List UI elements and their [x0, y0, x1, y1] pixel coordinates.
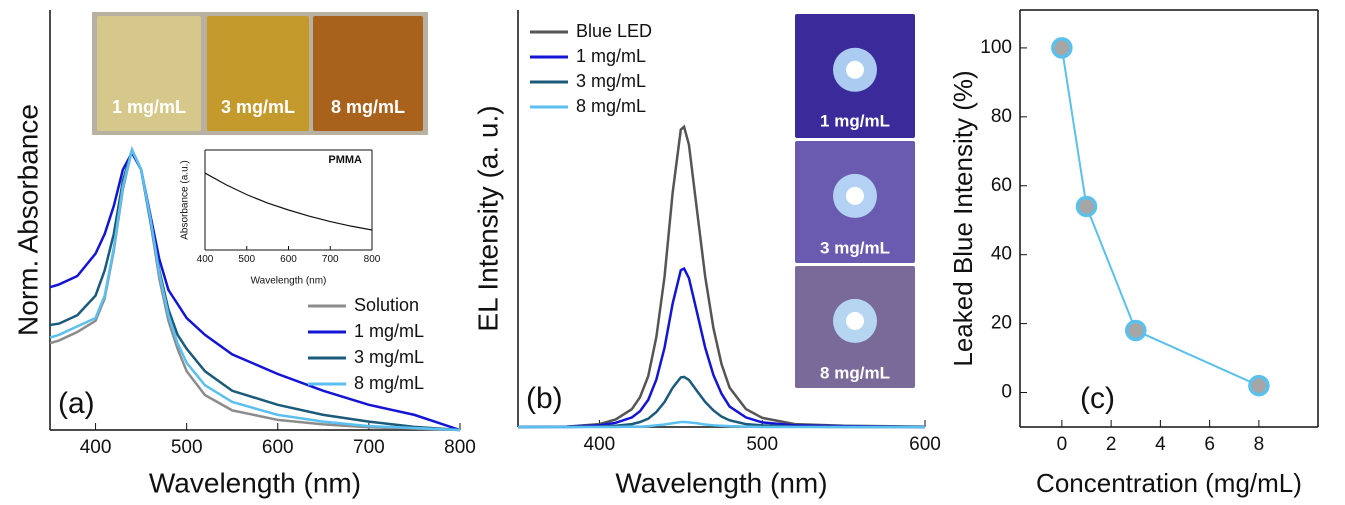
- y-tick-label: 80: [991, 106, 1012, 127]
- legend-label: Solution: [354, 295, 419, 315]
- chart-panel: 1 mg/mL 3 mg/mL 8 mg/mL 400 500 600 Wavelength…: [472, 10, 940, 498]
- chart-panel: 400 500 600 700 800 Wavelength (nm) Absorbance…: [180, 150, 381, 287]
- y-axis-label: EL Intensity (a. u.): [472, 105, 503, 331]
- x-tick-label: 600: [280, 254, 297, 265]
- data-point: [1053, 39, 1071, 57]
- led-core: [846, 187, 864, 205]
- y-tick-label: 20: [991, 313, 1012, 334]
- y-tick-label: 0: [1001, 382, 1012, 403]
- x-tick-label: 400: [80, 437, 112, 458]
- y-tick-label: 60: [991, 175, 1012, 196]
- x-axis-label: Wavelength (nm): [615, 467, 827, 498]
- data-point: [1250, 377, 1268, 395]
- legend-label: Blue LED: [576, 21, 652, 41]
- x-tick-label: 700: [322, 254, 339, 265]
- y-tick-label: 100: [980, 37, 1012, 58]
- x-tick-label: 700: [353, 437, 385, 458]
- legend-label: 3 mg/mL: [576, 71, 646, 91]
- y-axis-label: Absorbance (a.u.): [180, 160, 191, 240]
- x-tick-label: 800: [444, 437, 476, 458]
- panel-label: (b): [526, 382, 563, 415]
- x-axis-label: Wavelength (nm): [149, 467, 361, 498]
- x-axis-label: Wavelength (nm): [251, 276, 327, 287]
- x-tick-label: 500: [171, 437, 203, 458]
- panel-label: (a): [58, 387, 95, 420]
- photo-label: 8 mg/mL: [331, 97, 405, 117]
- series-line: [1062, 48, 1259, 386]
- x-axis-label: Concentration (mg/mL): [1036, 468, 1302, 498]
- photo-label: 1 mg/mL: [112, 97, 186, 117]
- led-core: [846, 312, 864, 330]
- x-tick-label: 500: [746, 434, 778, 455]
- photo-label: 3 mg/mL: [221, 97, 295, 117]
- data-point: [1127, 322, 1145, 340]
- x-tick-label: 600: [262, 437, 294, 458]
- x-tick-label: 600: [909, 434, 941, 455]
- legend-label: 8 mg/mL: [354, 373, 424, 393]
- y-axis-label: Norm. Absorbance: [12, 104, 43, 336]
- x-tick-label: 800: [364, 254, 381, 265]
- legend-label: 1 mg/mL: [576, 46, 646, 66]
- figure: 1 mg/mL3 mg/mL8 mg/mL400500600700800Wave…: [0, 0, 1345, 505]
- photo-label: 1 mg/mL: [820, 111, 890, 130]
- x-tick-label: 2: [1106, 434, 1117, 455]
- x-tick-label: 400: [197, 254, 214, 265]
- x-tick-label: 4: [1155, 434, 1166, 455]
- legend-label: 1 mg/mL: [354, 321, 424, 341]
- legend-label: 3 mg/mL: [354, 347, 424, 367]
- photo-label: 3 mg/mL: [820, 238, 890, 257]
- chart-title: PMMA: [328, 154, 362, 166]
- y-tick-label: 40: [991, 244, 1012, 265]
- x-tick-label: 500: [238, 254, 255, 265]
- led-core: [846, 61, 864, 79]
- data-point: [1077, 197, 1095, 215]
- legend-label: 8 mg/mL: [576, 96, 646, 116]
- y-axis-label: Leaked Blue Intensity (%): [948, 70, 978, 366]
- x-tick-label: 8: [1254, 434, 1265, 455]
- series-line: [205, 173, 372, 230]
- x-tick-label: 0: [1057, 434, 1068, 455]
- x-tick-label: 400: [584, 434, 616, 455]
- panel-label: (c): [1080, 382, 1115, 415]
- x-tick-label: 6: [1204, 434, 1215, 455]
- photo-label: 8 mg/mL: [820, 363, 890, 382]
